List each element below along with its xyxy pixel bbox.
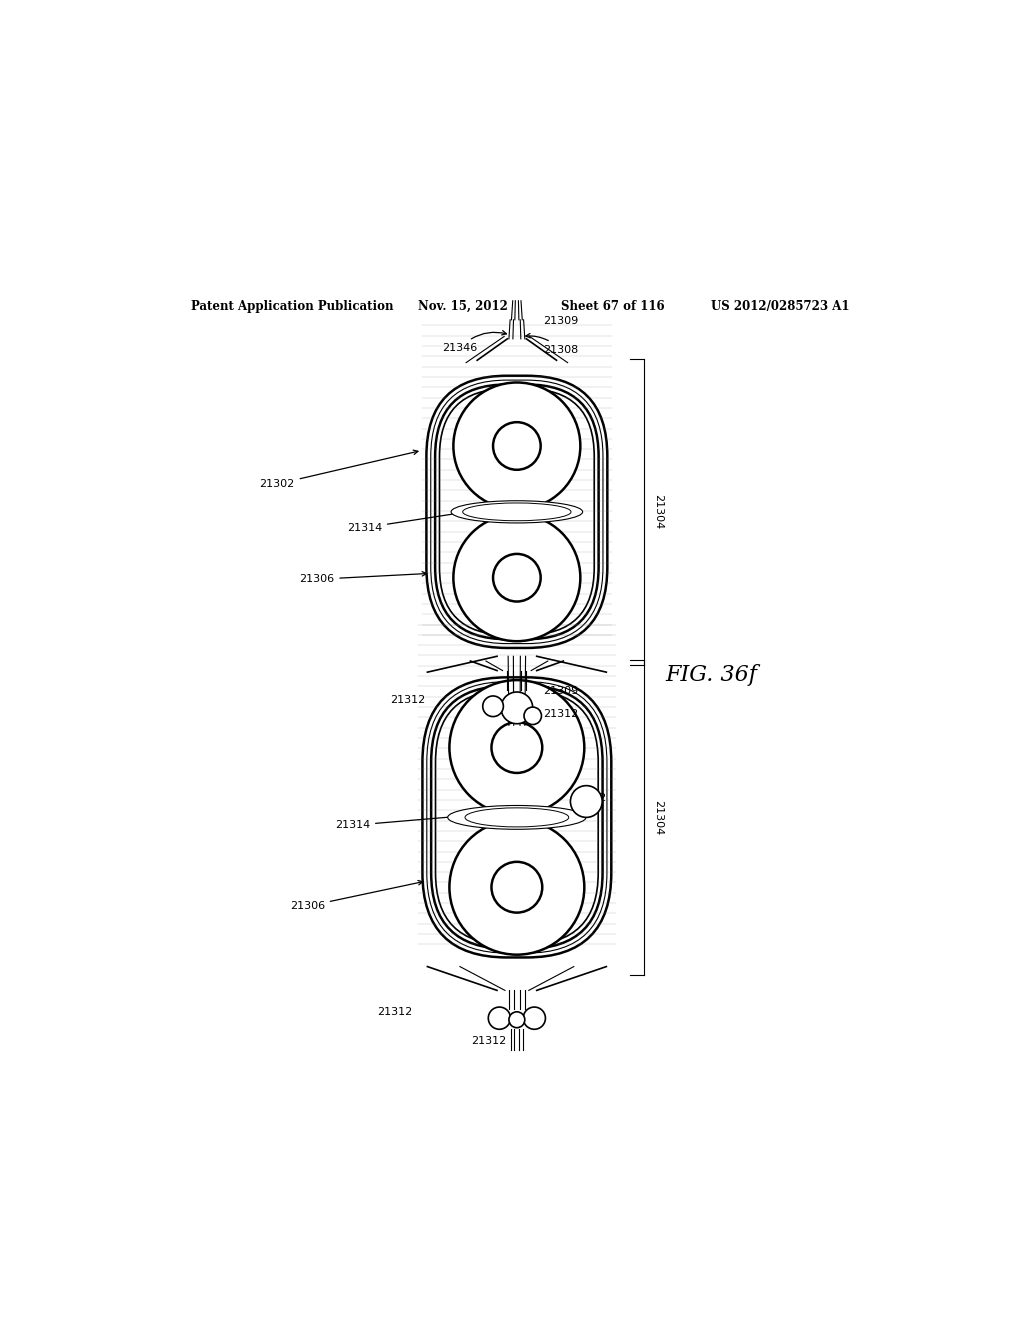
- Text: 21304: 21304: [653, 494, 664, 529]
- Circle shape: [482, 696, 504, 717]
- FancyBboxPatch shape: [435, 384, 599, 639]
- FancyBboxPatch shape: [431, 380, 603, 644]
- Circle shape: [488, 1007, 511, 1030]
- Ellipse shape: [463, 503, 571, 520]
- Circle shape: [450, 820, 585, 954]
- Circle shape: [509, 1012, 525, 1028]
- Text: 21304: 21304: [653, 800, 664, 836]
- Text: Nov. 15, 2012: Nov. 15, 2012: [418, 300, 508, 313]
- Circle shape: [450, 680, 585, 814]
- Ellipse shape: [465, 808, 568, 826]
- Text: FIG. 36f: FIG. 36f: [666, 664, 758, 685]
- Text: 21308: 21308: [525, 334, 579, 355]
- Circle shape: [492, 722, 543, 774]
- Circle shape: [524, 708, 542, 725]
- FancyBboxPatch shape: [431, 686, 602, 949]
- Text: US 2012/0285723 A1: US 2012/0285723 A1: [712, 300, 850, 313]
- Text: 21312: 21312: [570, 792, 606, 803]
- Circle shape: [523, 1007, 546, 1030]
- Text: 21346: 21346: [442, 330, 507, 354]
- Text: Sheet 67 of 116: Sheet 67 of 116: [560, 300, 665, 313]
- FancyBboxPatch shape: [423, 677, 611, 957]
- Text: 21312: 21312: [377, 1007, 412, 1016]
- Ellipse shape: [452, 500, 583, 523]
- Text: 21309: 21309: [543, 317, 579, 326]
- Text: 21302: 21302: [259, 450, 418, 490]
- Circle shape: [492, 862, 543, 912]
- FancyBboxPatch shape: [426, 376, 607, 648]
- Text: 21312: 21312: [543, 709, 579, 719]
- Text: 21312: 21312: [390, 694, 426, 705]
- Circle shape: [454, 515, 581, 642]
- FancyBboxPatch shape: [435, 690, 598, 944]
- Circle shape: [570, 785, 602, 817]
- Text: 21314: 21314: [335, 812, 488, 830]
- Circle shape: [494, 422, 541, 470]
- FancyBboxPatch shape: [439, 389, 594, 635]
- Circle shape: [454, 383, 581, 510]
- Text: 21306: 21306: [290, 880, 423, 911]
- Circle shape: [494, 554, 541, 602]
- FancyBboxPatch shape: [427, 681, 607, 953]
- Circle shape: [501, 692, 532, 723]
- Text: 21306: 21306: [299, 572, 427, 585]
- Text: 21309: 21309: [543, 686, 579, 696]
- Ellipse shape: [447, 805, 586, 829]
- Text: 21312: 21312: [471, 1036, 507, 1045]
- Text: Patent Application Publication: Patent Application Publication: [191, 300, 394, 313]
- Text: 21314: 21314: [347, 507, 488, 533]
